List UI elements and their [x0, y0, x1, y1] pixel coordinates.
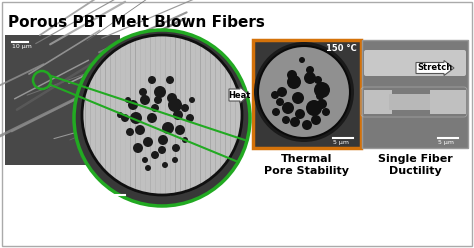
FancyBboxPatch shape [389, 94, 433, 110]
Circle shape [181, 104, 189, 112]
Circle shape [128, 100, 138, 110]
Circle shape [151, 104, 159, 112]
Circle shape [282, 116, 290, 124]
Circle shape [271, 91, 279, 99]
Circle shape [290, 117, 300, 127]
Bar [362, 40, 468, 148]
Bar [364, 90, 392, 114]
Circle shape [142, 157, 148, 163]
Circle shape [299, 57, 305, 63]
Circle shape [316, 92, 324, 100]
Circle shape [272, 108, 280, 116]
Text: 5 μm: 5 μm [333, 140, 349, 145]
Circle shape [258, 46, 350, 138]
Bar [253, 40, 361, 148]
Circle shape [126, 128, 134, 136]
Circle shape [74, 30, 250, 206]
Circle shape [139, 88, 147, 96]
Circle shape [314, 82, 330, 98]
Circle shape [189, 97, 195, 103]
Circle shape [287, 75, 301, 89]
Circle shape [322, 108, 330, 116]
Circle shape [254, 42, 354, 142]
Circle shape [306, 100, 322, 116]
Circle shape [292, 92, 304, 104]
Circle shape [172, 157, 178, 163]
Circle shape [145, 165, 151, 171]
Circle shape [311, 115, 321, 125]
Bar [5, 35, 120, 165]
Circle shape [175, 125, 185, 135]
Circle shape [158, 146, 166, 154]
Text: Heat: Heat [228, 91, 250, 99]
Text: 5 μm: 5 μm [438, 140, 454, 145]
Circle shape [82, 35, 242, 195]
Circle shape [117, 112, 123, 118]
Circle shape [168, 98, 182, 112]
Circle shape [172, 144, 180, 152]
Circle shape [182, 137, 188, 143]
Circle shape [304, 72, 316, 84]
Circle shape [277, 87, 287, 97]
Circle shape [158, 135, 168, 145]
Circle shape [317, 99, 327, 109]
Circle shape [295, 109, 305, 119]
Circle shape [133, 143, 143, 153]
Circle shape [162, 162, 168, 168]
Circle shape [173, 110, 183, 120]
Text: Single Fiber
Ductility: Single Fiber Ductility [378, 154, 452, 176]
Circle shape [135, 125, 145, 135]
Circle shape [302, 120, 312, 130]
Circle shape [276, 98, 284, 106]
Bar [430, 90, 466, 114]
Text: 1 μm: 1 μm [105, 197, 121, 202]
Circle shape [287, 70, 297, 80]
FancyArrow shape [416, 61, 454, 75]
FancyBboxPatch shape [364, 50, 466, 76]
Text: Stretch: Stretch [418, 63, 453, 72]
Circle shape [154, 96, 162, 104]
Text: Porous PBT Melt Blown Fibers: Porous PBT Melt Blown Fibers [8, 15, 265, 30]
Circle shape [162, 122, 174, 134]
Circle shape [186, 114, 194, 122]
Circle shape [167, 93, 177, 103]
Circle shape [151, 151, 159, 159]
Circle shape [314, 76, 322, 84]
Circle shape [121, 114, 129, 122]
Circle shape [282, 102, 294, 114]
Text: Thermal
Pore Stability: Thermal Pore Stability [264, 154, 349, 176]
Circle shape [306, 66, 314, 74]
Circle shape [166, 76, 174, 84]
Circle shape [154, 86, 166, 98]
FancyArrow shape [229, 87, 249, 103]
Circle shape [147, 113, 157, 123]
Circle shape [130, 112, 142, 124]
Circle shape [125, 97, 131, 103]
Circle shape [148, 76, 156, 84]
Circle shape [140, 95, 150, 105]
Text: 10 μm: 10 μm [12, 44, 32, 49]
Circle shape [143, 137, 153, 147]
Text: 150 °C: 150 °C [326, 44, 357, 53]
